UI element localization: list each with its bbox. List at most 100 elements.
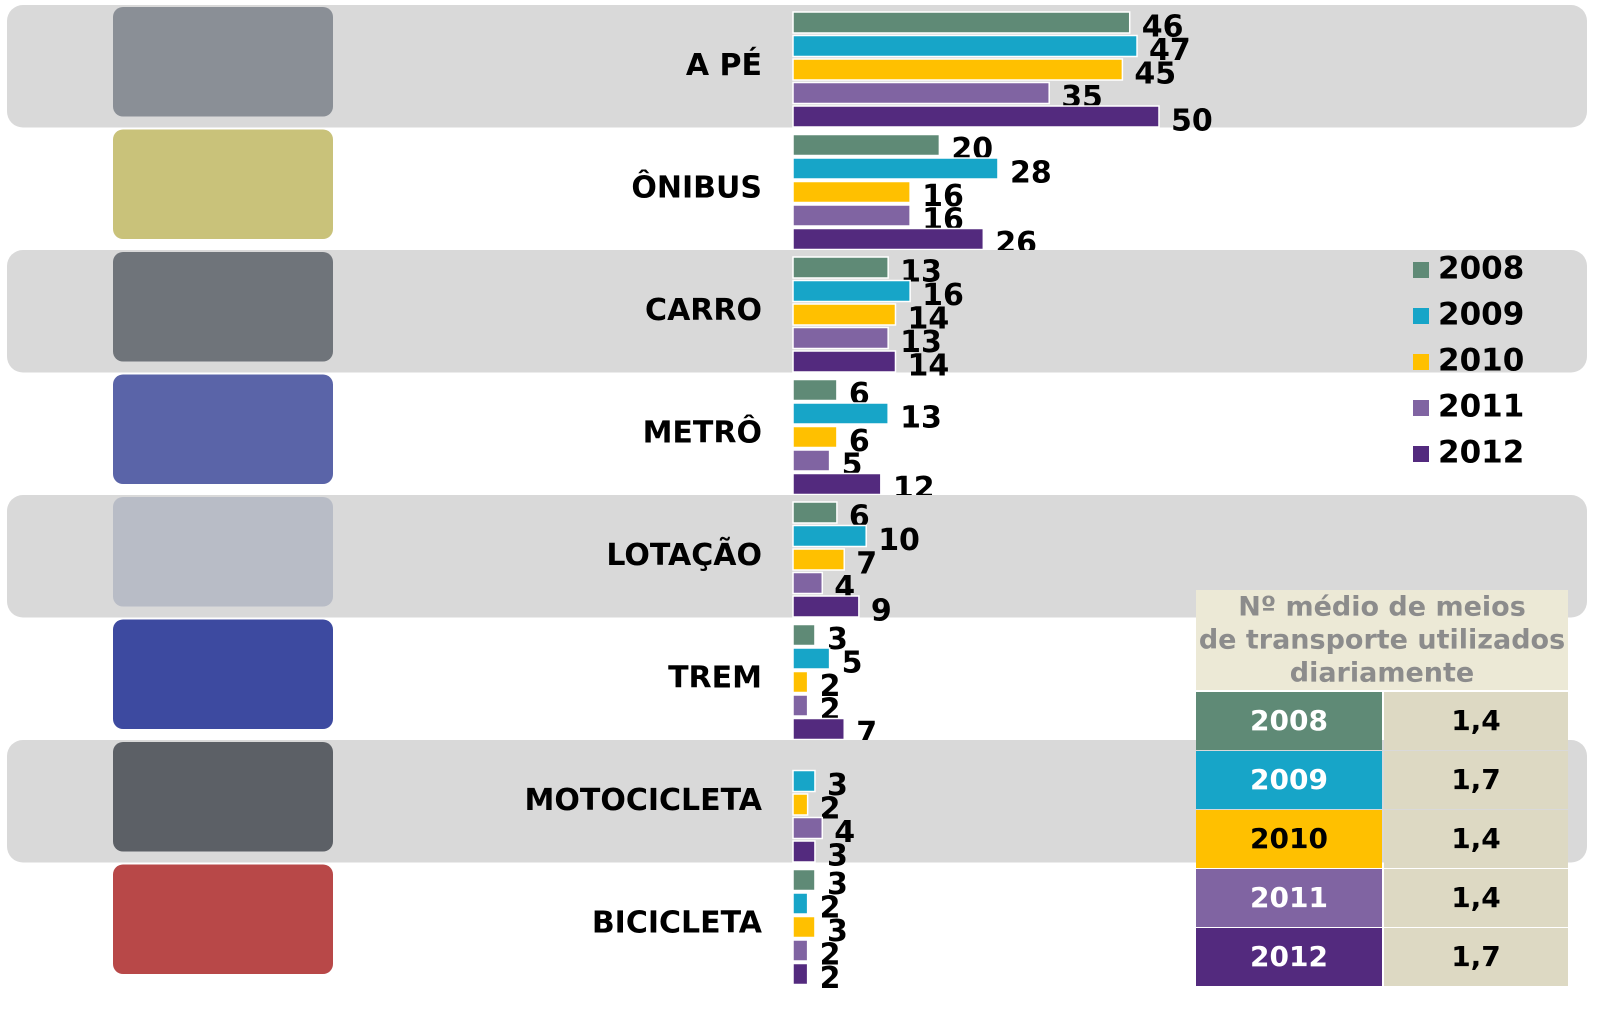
table-year-cell: [1196, 928, 1382, 986]
bar: [792, 326, 889, 350]
legend-swatch: [1413, 400, 1429, 416]
photo: [113, 619, 333, 729]
table-year: 2008: [1250, 704, 1328, 737]
legend-label: 2010: [1438, 343, 1524, 379]
bar: [792, 670, 809, 694]
table-header: [1196, 590, 1568, 690]
bar: [792, 501, 838, 524]
bar: [792, 840, 816, 863]
table-value: 1,4: [1451, 822, 1501, 855]
table-title-line: de transporte utilizados: [1199, 625, 1565, 656]
bar: [792, 402, 889, 425]
photo: [113, 129, 333, 239]
bar: [792, 524, 867, 548]
table-value: 1,4: [1451, 881, 1501, 914]
bar: [792, 962, 809, 986]
bar: [792, 378, 838, 402]
bar: [792, 256, 889, 279]
legend-swatch: [1413, 446, 1429, 462]
table-year-cell: [1196, 810, 1382, 868]
value-label: 2: [820, 792, 841, 827]
table-value-cell: [1384, 810, 1568, 868]
photo: [113, 742, 333, 852]
bar: [792, 350, 897, 373]
legend-label: 2012: [1438, 435, 1524, 471]
table-value: 1,7: [1451, 763, 1501, 796]
bar: [792, 133, 941, 157]
value-label: 13: [900, 325, 942, 360]
value-label: 16: [922, 278, 964, 313]
value-label: 28: [1010, 156, 1052, 191]
bar: [792, 303, 897, 326]
value-label: 2: [820, 961, 841, 996]
table-value-cell: [1384, 869, 1568, 927]
value-label: 10: [878, 523, 920, 558]
value-label: 45: [1134, 57, 1176, 92]
value-label: 50: [1171, 104, 1213, 139]
value-label: 16: [922, 179, 964, 214]
bar: [792, 157, 999, 180]
legend-swatch: [1413, 308, 1429, 324]
photo: [113, 497, 333, 607]
bar: [792, 647, 831, 670]
bar: [792, 868, 816, 892]
bar: [792, 548, 845, 571]
category-label: LOTAÇÃO: [606, 536, 762, 573]
photo: [113, 252, 333, 362]
category-label: METRÔ: [643, 413, 762, 450]
category-label: TREM: [668, 660, 762, 695]
table-value-cell: [1384, 928, 1568, 986]
bar: [792, 915, 816, 939]
bar: [792, 472, 882, 496]
table-year-cell: [1196, 869, 1382, 927]
bar: [792, 816, 824, 840]
bar: [792, 204, 911, 227]
bar: [792, 623, 816, 647]
bar: [792, 595, 860, 618]
table-year: 2012: [1250, 940, 1328, 973]
value-label: 46: [1142, 10, 1184, 45]
table-title-line: Nº médio de meios: [1238, 592, 1526, 623]
legend-label: 2009: [1438, 297, 1524, 333]
bar: [792, 34, 1138, 58]
table-year-cell: [1196, 692, 1382, 750]
bar: [792, 81, 1050, 105]
category-label: MOTOCICLETA: [525, 783, 763, 818]
bar: [792, 58, 1124, 81]
legend-label: 2008: [1438, 251, 1524, 287]
value-label: 7: [856, 547, 877, 582]
value-label: 6: [849, 424, 870, 459]
bar: [792, 571, 824, 595]
table-year: 2010: [1250, 822, 1328, 855]
bar: [792, 227, 985, 251]
value-label: 14: [907, 302, 949, 337]
bar: [792, 892, 809, 915]
legend-swatch: [1413, 262, 1429, 278]
bar: [792, 769, 816, 793]
bar: [792, 11, 1131, 34]
category-label: A PÉ: [686, 47, 762, 83]
photo: [113, 864, 333, 974]
value-label: 47: [1149, 33, 1191, 68]
value-label: 2: [820, 669, 841, 704]
value-label: 3: [827, 867, 848, 902]
table-title-line: diariamente: [1290, 658, 1474, 689]
bar: [792, 717, 845, 741]
bar: [792, 793, 809, 816]
value-label: 2: [820, 938, 841, 973]
bar: [792, 180, 911, 204]
category-label: CARRO: [645, 293, 762, 328]
table-value-cell: [1384, 692, 1568, 750]
value-label: 5: [842, 646, 863, 681]
table-year: 2011: [1250, 881, 1328, 914]
bar: [792, 105, 1160, 128]
value-label: 3: [827, 622, 848, 657]
table-year: 2009: [1250, 763, 1328, 796]
bar: [792, 694, 809, 717]
value-label: 14: [907, 349, 949, 384]
legend-swatch: [1413, 354, 1429, 370]
value-label: 3: [827, 839, 848, 874]
value-label: 4: [834, 815, 855, 850]
bar: [792, 425, 838, 449]
